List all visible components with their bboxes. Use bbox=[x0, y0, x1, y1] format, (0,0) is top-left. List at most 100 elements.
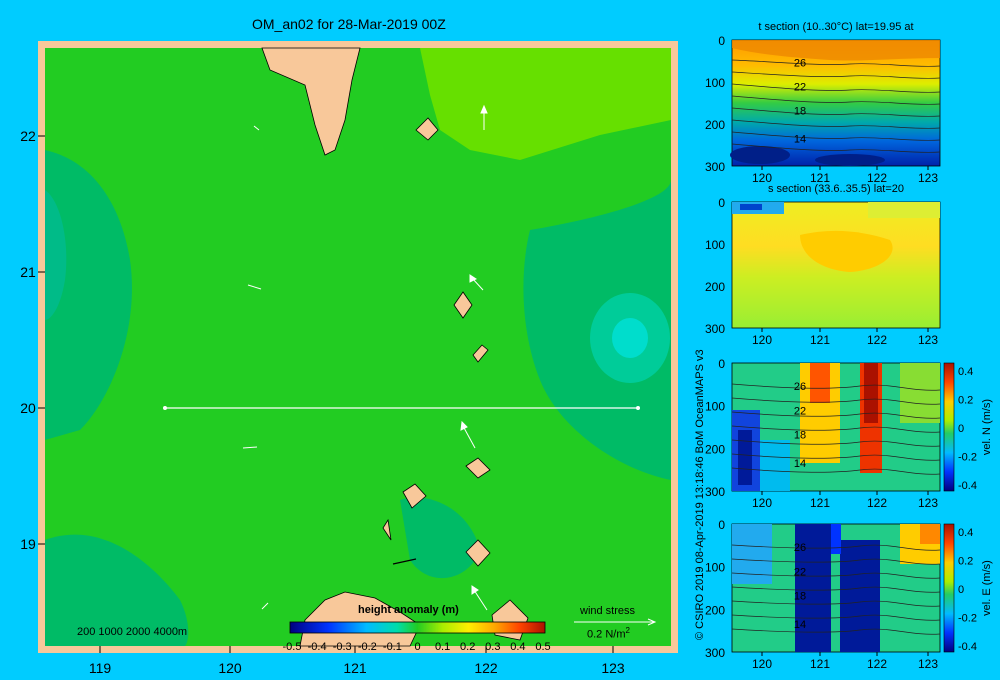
colorbar-tick-label: 0.2 bbox=[460, 641, 475, 653]
panel-y-tick-label: 200 bbox=[705, 118, 725, 132]
panel-colorbar-tick-label: -0.4 bbox=[958, 641, 977, 653]
panel-x-tick-label: 120 bbox=[752, 171, 772, 185]
contour-label: 14 bbox=[794, 133, 806, 145]
contour-label: 22 bbox=[794, 82, 806, 94]
panel-x-tick-label: 123 bbox=[918, 333, 938, 347]
page-title: OM_an02 for 28-Mar-2019 00Z bbox=[252, 16, 446, 32]
panel-x-tick-label: 120 bbox=[752, 496, 772, 510]
colorbar-tick-label: 0.4 bbox=[510, 641, 525, 653]
panel-colorbar-tick-label: -0.2 bbox=[958, 613, 977, 625]
panel-y-tick-label: 200 bbox=[705, 280, 725, 294]
colorbar-tick-label: 0.5 bbox=[535, 641, 550, 653]
panel-colorbar-label: vel. E (m/s) bbox=[981, 560, 993, 616]
panel-x-tick-label: 121 bbox=[810, 333, 830, 347]
vel-e-colorbar bbox=[943, 523, 955, 653]
colorbar-tick-label: 0 bbox=[414, 641, 420, 653]
panel-colorbar-tick-label: 0.4 bbox=[958, 366, 973, 378]
panel-colorbar-tick-label: 0.4 bbox=[958, 527, 973, 539]
contour-label: 18 bbox=[794, 591, 806, 603]
contour-label: 26 bbox=[794, 542, 806, 554]
panel-y-tick-label: 300 bbox=[705, 485, 725, 499]
y-tick-label: 21 bbox=[20, 264, 36, 280]
sea-dark-region-sw bbox=[45, 534, 189, 646]
colorbar-tick-label: -0.3 bbox=[333, 641, 352, 653]
panel-colorbar-tick-label: 0 bbox=[958, 423, 964, 435]
panel-x-tick-label: 123 bbox=[918, 657, 938, 671]
island bbox=[402, 483, 427, 509]
panel-x-tick-label: 121 bbox=[810, 657, 830, 671]
land-taiwan bbox=[261, 47, 361, 156]
panel-colorbar-label: vel. N (m/s) bbox=[981, 399, 993, 455]
panel-colorbar-tick-label: -0.2 bbox=[958, 452, 977, 464]
panel-x-tick-label: 122 bbox=[867, 171, 887, 185]
island bbox=[453, 291, 473, 319]
colorbar-tick-label: -0.4 bbox=[308, 641, 327, 653]
panel-y-tick-label: 200 bbox=[705, 442, 725, 456]
panel-y-tick-label: 0 bbox=[718, 357, 725, 371]
colorbar-tick-label: 0.1 bbox=[435, 641, 450, 653]
map-axis-ticks: 119 120 121 122 123 22 21 20 19 -0.5 -0.4 -0.3 -0.2-… bbox=[20, 128, 625, 676]
panel-axis-ticks: t section (10..30°C) lat=19.95 at 120 121 1… bbox=[705, 21, 993, 671]
x-tick-label: 122 bbox=[474, 660, 498, 676]
x-tick-label: 121 bbox=[343, 660, 367, 676]
sea-dark-region-south bbox=[400, 497, 480, 579]
wind-scale-label: 0.2 N/m2 bbox=[587, 626, 630, 641]
t-contours bbox=[731, 59, 941, 153]
panel-y-tick-label: 0 bbox=[718, 518, 725, 532]
panel-x-tick-label: 120 bbox=[752, 333, 772, 347]
contour-label: 26 bbox=[794, 58, 806, 70]
panel-y-tick-label: 100 bbox=[705, 561, 725, 575]
colorbar-tick-label: -0.5 bbox=[283, 641, 302, 653]
panel-x-tick-label: 120 bbox=[752, 657, 772, 671]
colorbar-tick-label: -0.2 bbox=[358, 641, 377, 653]
contour-label: 18 bbox=[794, 106, 806, 118]
t-section-field bbox=[731, 39, 941, 167]
x-tick-label: 119 bbox=[89, 660, 112, 676]
panel-x-tick-label: 122 bbox=[867, 496, 887, 510]
wind-stress-label: wind stress bbox=[580, 605, 636, 617]
height-colorbar bbox=[289, 621, 546, 634]
panel-colorbar-tick-label: 0 bbox=[958, 584, 964, 596]
main-map: 119 120 121 122 123 22 21 20 19 -0.5 -0.4 -0.3 -0.2-… bbox=[20, 41, 678, 676]
panel-colorbar-tick-label: 0.2 bbox=[958, 395, 973, 407]
island bbox=[465, 539, 491, 567]
wind-arrows bbox=[242, 104, 488, 611]
depth-legend: 200 1000 2000 4000m bbox=[77, 626, 188, 638]
panel-x-tick-label: 122 bbox=[867, 333, 887, 347]
section-panels: t section (10..30°C) lat=19.95 at 120 121 1… bbox=[705, 21, 993, 671]
colorbar-title: height anomaly (m) bbox=[358, 604, 459, 616]
panel-x-tick-label: 122 bbox=[867, 657, 887, 671]
panel-y-tick-label: 100 bbox=[705, 400, 725, 414]
vel-n-contours bbox=[731, 383, 941, 475]
colorbar-tick-label: 0.3 bbox=[485, 641, 500, 653]
island bbox=[465, 457, 491, 479]
x-tick-label: 123 bbox=[601, 660, 625, 676]
panel-y-tick-label: 300 bbox=[705, 646, 725, 660]
panel-x-tick-label: 123 bbox=[918, 496, 938, 510]
contour-label: 22 bbox=[794, 566, 806, 578]
contour-label: 26 bbox=[794, 381, 806, 393]
panel-y-tick-label: 300 bbox=[705, 160, 725, 174]
panel-y-tick-label: 100 bbox=[705, 238, 725, 252]
island bbox=[472, 344, 489, 363]
panel-x-tick-label: 121 bbox=[810, 496, 830, 510]
y-tick-label: 22 bbox=[20, 128, 36, 144]
colorbar-tick-label: -0.1 bbox=[383, 641, 402, 653]
island bbox=[415, 117, 439, 141]
sea-dark-core-west bbox=[45, 190, 67, 320]
vel-n-colorbar bbox=[943, 362, 955, 492]
contour-label: 14 bbox=[794, 619, 806, 631]
contour-label: 18 bbox=[794, 430, 806, 442]
panel-y-tick-label: 0 bbox=[718, 196, 725, 210]
panel-y-tick-label: 300 bbox=[705, 322, 725, 336]
contour-label: 14 bbox=[794, 458, 806, 470]
sea-dark-region-west bbox=[45, 150, 132, 440]
vel-e-contours bbox=[731, 544, 941, 635]
panel-y-tick-label: 100 bbox=[705, 76, 725, 90]
panel-colorbar-tick-label: -0.4 bbox=[958, 480, 977, 492]
island bbox=[382, 518, 392, 541]
contour-label: 22 bbox=[794, 405, 806, 417]
y-tick-label: 20 bbox=[20, 400, 36, 416]
panel-x-tick-label: 123 bbox=[918, 171, 938, 185]
panel-title: t section (10..30°C) lat=19.95 at bbox=[758, 21, 913, 33]
